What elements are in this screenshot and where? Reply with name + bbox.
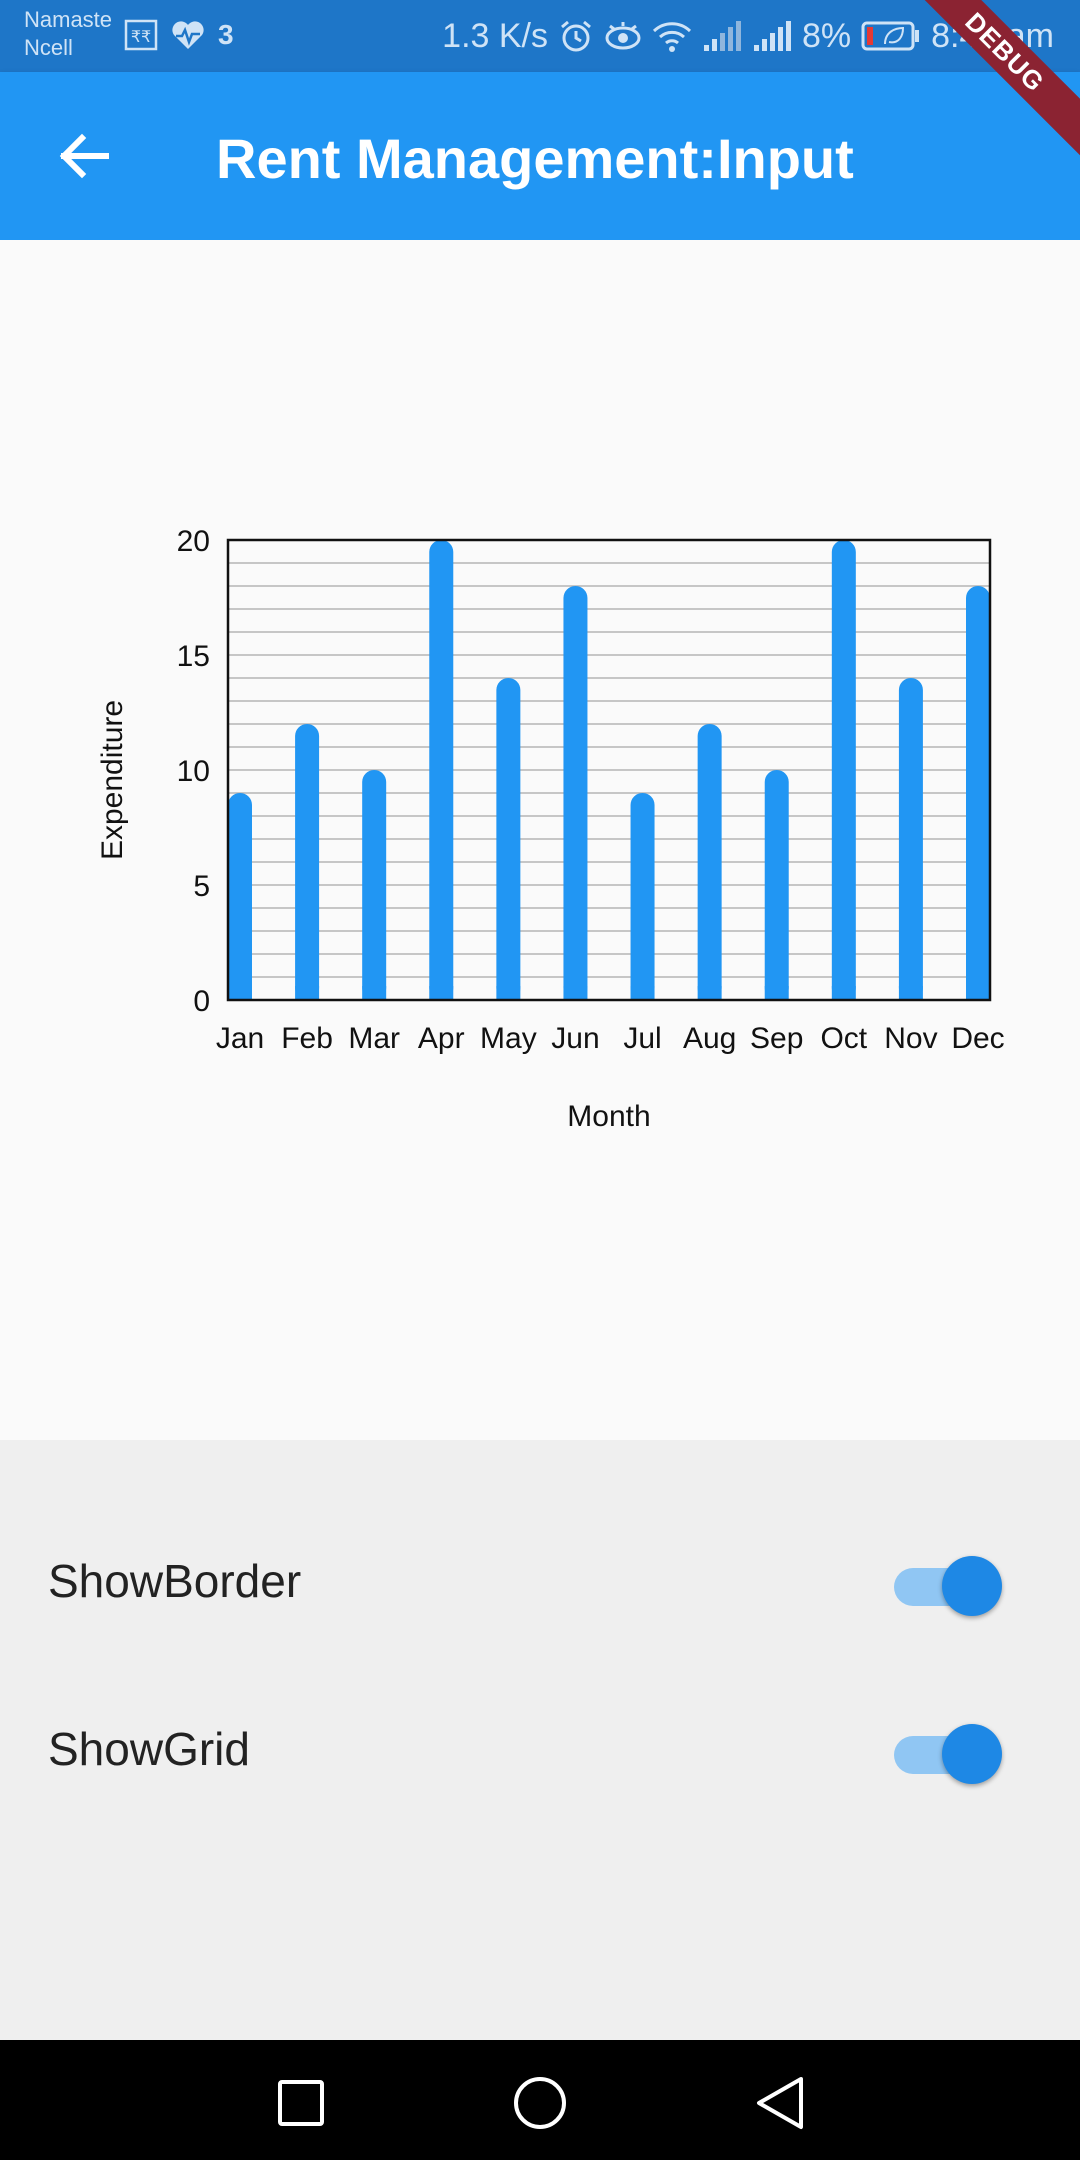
bar-mar bbox=[362, 770, 387, 1000]
status-bar: Namaste Ncell ₹₹ 3 1.3 K/s 8% 8:4 bbox=[0, 0, 1080, 72]
back-nav-button[interactable] bbox=[745, 2068, 815, 2138]
bar-aug bbox=[697, 724, 722, 1000]
bar-base bbox=[831, 986, 856, 1000]
x-tick-label: Apr bbox=[418, 1022, 465, 1055]
bar-may bbox=[496, 678, 521, 1000]
show-grid-toggle[interactable] bbox=[894, 1724, 1004, 1784]
x-tick-label: Sep bbox=[750, 1022, 803, 1055]
y-axis-label: Expenditure bbox=[96, 700, 129, 860]
carrier-name: Namaste Ncell bbox=[24, 6, 112, 62]
app-bar: Rent Management:Input bbox=[0, 72, 1080, 240]
x-tick-label: Nov bbox=[884, 1022, 937, 1055]
toggle-thumb bbox=[942, 1556, 1002, 1616]
recent-apps-icon bbox=[278, 2080, 324, 2126]
battery-icon bbox=[861, 20, 921, 52]
bar-dec bbox=[966, 586, 990, 1000]
bar-base bbox=[496, 986, 521, 1000]
notification-icons: ₹₹ 3 bbox=[124, 18, 234, 52]
bar-base bbox=[429, 986, 454, 1000]
x-tick-label: May bbox=[480, 1022, 537, 1055]
signal-icon bbox=[702, 19, 742, 53]
back-button[interactable] bbox=[40, 118, 128, 194]
setting-show-border: ShowBorder bbox=[0, 1522, 1080, 1642]
y-tick-label: 5 bbox=[193, 870, 210, 903]
x-tick-label: Jan bbox=[216, 1022, 264, 1055]
y-tick-label: 20 bbox=[177, 525, 210, 558]
x-tick-label: Oct bbox=[820, 1022, 867, 1055]
show-grid-label: ShowGrid bbox=[48, 1723, 250, 1775]
wifi-icon bbox=[652, 19, 692, 53]
bar-base bbox=[898, 986, 923, 1000]
bar-jun bbox=[563, 586, 588, 1000]
bar-apr bbox=[429, 540, 454, 1000]
bar-feb bbox=[295, 724, 320, 1000]
signal-icon bbox=[752, 19, 792, 53]
alarm-icon bbox=[558, 18, 594, 54]
show-border-toggle[interactable] bbox=[894, 1556, 1004, 1616]
bar-base bbox=[295, 986, 320, 1000]
x-tick-label: Feb bbox=[281, 1022, 333, 1055]
settings-panel: ShowBorder ShowGrid bbox=[0, 1440, 1080, 2040]
arrow-back-icon bbox=[59, 133, 109, 179]
bar-base bbox=[228, 986, 252, 1000]
rupee-icon: ₹₹ bbox=[124, 18, 158, 52]
y-tick-label: 15 bbox=[177, 640, 210, 673]
bar-base bbox=[764, 986, 789, 1000]
svg-text:₹₹: ₹₹ bbox=[131, 27, 151, 46]
setting-show-grid: ShowGrid bbox=[0, 1690, 1080, 1810]
bar-base bbox=[563, 986, 588, 1000]
x-tick-label: Jul bbox=[623, 1022, 661, 1055]
home-icon bbox=[514, 2077, 566, 2129]
toggle-thumb bbox=[942, 1724, 1002, 1784]
heart-pulse-icon bbox=[170, 18, 206, 52]
bar-nov bbox=[898, 678, 923, 1000]
bar-base bbox=[966, 986, 990, 1000]
bar-base bbox=[362, 986, 387, 1000]
bar-base bbox=[697, 986, 722, 1000]
x-tick-label: Dec bbox=[951, 1022, 1004, 1055]
home-button[interactable] bbox=[505, 2068, 575, 2138]
chart-container: 0 5 10 15 20 Jan Feb Mar Apr May Jun Jul Aug Sep Oct No… bbox=[0, 240, 1080, 1440]
bar-jul bbox=[630, 793, 655, 1000]
notification-count: 3 bbox=[218, 19, 234, 50]
x-axis-label: Month bbox=[567, 1100, 650, 1133]
y-tick-label: 10 bbox=[177, 755, 210, 788]
show-border-label: ShowBorder bbox=[48, 1555, 302, 1607]
recent-apps-button[interactable] bbox=[266, 2068, 336, 2138]
x-tick-label: Jun bbox=[551, 1022, 599, 1055]
carrier-line-1: Namaste bbox=[24, 7, 113, 32]
eye-icon bbox=[604, 18, 642, 54]
bar-base bbox=[630, 986, 655, 1000]
bar-oct bbox=[831, 540, 856, 1000]
chart-border bbox=[226, 538, 992, 1002]
carrier-line-2: Ncell bbox=[24, 35, 73, 60]
page-title: Rent Management:Input bbox=[216, 127, 854, 190]
x-tick-label: Aug bbox=[683, 1022, 736, 1055]
expenditure-chart: 0 5 10 15 20 Jan Feb Mar Apr May Jun Jul Aug Sep Oct No… bbox=[96, 525, 1005, 1133]
x-tick-label: Mar bbox=[348, 1022, 400, 1055]
back-icon bbox=[757, 2077, 803, 2129]
navigation-bar bbox=[0, 2040, 1080, 2160]
bar-jan bbox=[228, 793, 252, 1000]
network-speed: 1.3 K/s bbox=[442, 16, 548, 55]
y-tick-label: 0 bbox=[193, 985, 210, 1018]
bar-sep bbox=[764, 770, 789, 1000]
battery-percent: 8% bbox=[802, 16, 852, 55]
